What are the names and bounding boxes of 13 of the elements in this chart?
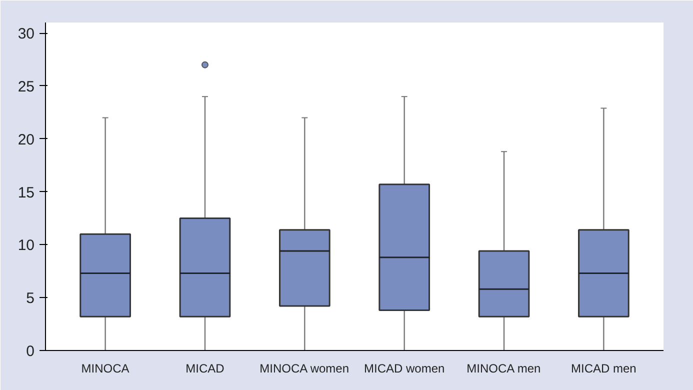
x-tick-label: MINOCA women	[260, 362, 350, 376]
y-tick-label: 15	[18, 184, 35, 202]
x-tick-label: MICAD women	[364, 362, 445, 376]
y-tick-label: 20	[18, 131, 35, 148]
x-tick-label: MICAD men	[571, 362, 636, 376]
x-tick-label: MICAD	[186, 362, 225, 376]
y-tick-label: 30	[18, 26, 35, 43]
x-tick-label: MINOCA	[81, 362, 130, 376]
y-tick-label: 5	[26, 290, 34, 308]
y-tick-label: 10	[18, 237, 35, 254]
y-tick-label: 25	[18, 78, 35, 96]
x-tick-label: MINOCA men	[466, 362, 541, 376]
y-tick-label: 0	[26, 343, 34, 360]
